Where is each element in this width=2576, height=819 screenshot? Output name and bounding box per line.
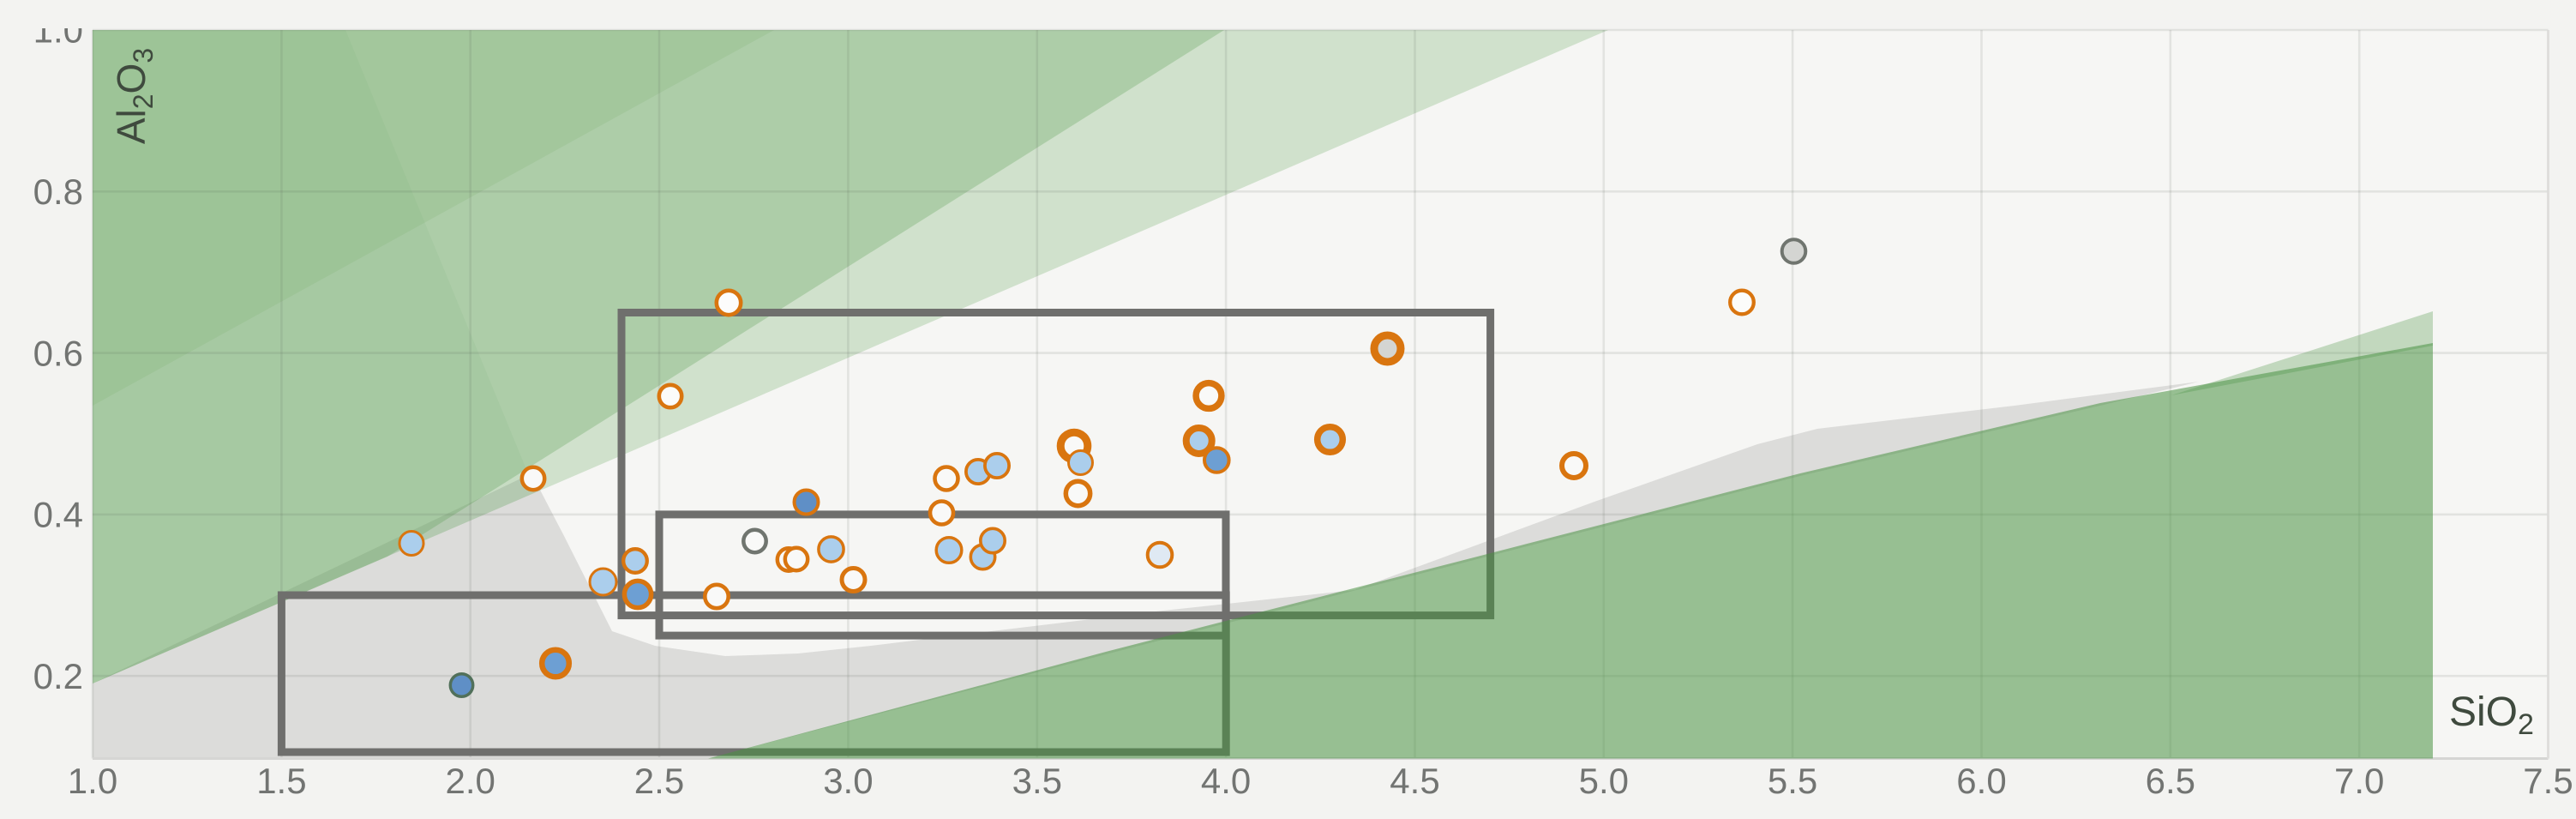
svg-text:1.5: 1.5 [256,761,306,801]
svg-text:2.0: 2.0 [446,761,495,801]
svg-text:1.0: 1.0 [68,761,117,801]
svg-text:4.0: 4.0 [1201,761,1251,801]
svg-text:0.6: 0.6 [33,333,83,373]
svg-text:Al2O3: Al2O3 [109,48,159,144]
svg-text:5.0: 5.0 [1579,761,1629,801]
svg-text:0.8: 0.8 [33,172,83,212]
svg-text:7.5: 7.5 [2523,761,2573,801]
svg-text:6.0: 6.0 [1956,761,2006,801]
svg-text:3.5: 3.5 [1012,761,1062,801]
svg-text:0.4: 0.4 [33,495,83,535]
svg-text:6.5: 6.5 [2146,761,2195,801]
svg-text:7.0: 7.0 [2334,761,2384,801]
svg-text:4.5: 4.5 [1390,761,1439,801]
svg-text:0.2: 0.2 [33,656,83,696]
svg-text:5.5: 5.5 [1768,761,1817,801]
svg-text:2.5: 2.5 [634,761,684,801]
svg-text:3.0: 3.0 [823,761,873,801]
svg-text:1.0: 1.0 [33,10,83,51]
